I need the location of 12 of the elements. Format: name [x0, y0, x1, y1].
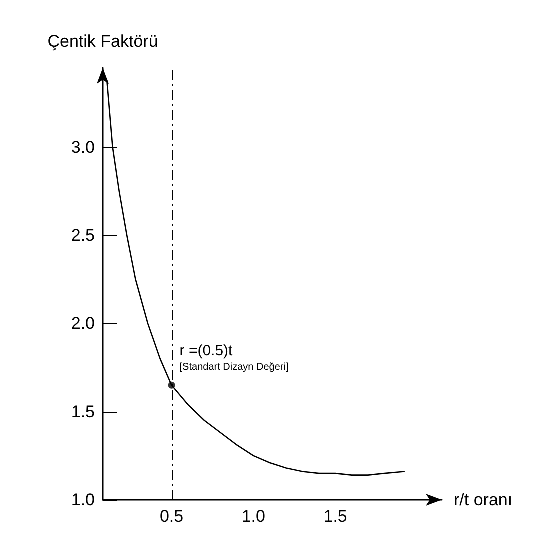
- x-axis-title: r/t oranı: [454, 490, 513, 510]
- y-tick-label: 1.0: [71, 490, 95, 510]
- y-axis-title: Çentik Faktörü: [48, 32, 158, 51]
- x-tick-label: 0.5: [160, 507, 184, 526]
- y-tick-label: 3.0: [71, 138, 95, 157]
- y-tick-label: 2.0: [71, 314, 95, 334]
- annotation: r =(0.5)t: [180, 342, 234, 360]
- x-tick-label: 1.5: [324, 507, 348, 526]
- y-tick-label: 2.5: [71, 226, 95, 246]
- x-tick-label: 1.0: [242, 507, 266, 526]
- y-tick-label: 1.5: [71, 402, 95, 422]
- annotation: [Standart Dizayn Değeri]: [180, 362, 289, 373]
